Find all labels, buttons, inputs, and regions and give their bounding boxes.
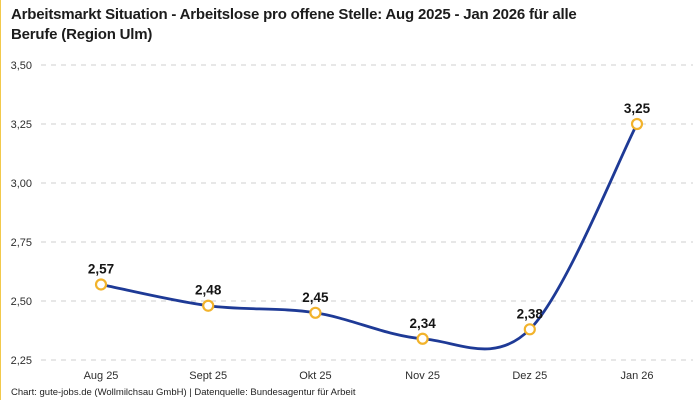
chart-title: Arbeitsmarkt Situation - Arbeitslose pro… [11,5,687,45]
data-point-label: 2,38 [517,306,544,321]
series-line [99,122,639,351]
data-point-label: 2,57 [88,261,114,276]
chart-title-line2: Berufe (Region Ulm) [11,26,153,43]
x-tick-label: Dez 25 [512,370,547,382]
x-tick-label: Jan 26 [620,370,653,382]
x-tick-label: Okt 25 [299,370,331,382]
data-point-label: 2,45 [302,290,329,305]
data-point-marker [416,332,429,345]
chart-credit: Chart: gute-jobs.de (Wollmilchsau GmbH) … [11,387,356,398]
chart-title-line1: Arbeitsmarkt Situation - Arbeitslose pro… [11,6,577,23]
x-tick-label: Sept 25 [189,370,227,382]
data-point-marker [309,306,322,319]
data-point-marker [94,278,108,291]
data-point-marker [630,117,644,131]
y-tick-label: 2,50 [11,296,32,308]
data-point-label: 2,48 [195,283,222,298]
y-tick-label: 3,25 [11,119,32,131]
x-tick-label: Aug 25 [84,370,119,382]
x-tick-label: Nov 25 [405,370,440,382]
data-point-label: 2,34 [409,316,436,331]
y-tick-label: 3,00 [11,178,32,190]
y-tick-label: 2,75 [11,237,32,249]
data-point-marker [523,323,536,336]
y-tick-label: 2,25 [11,355,32,367]
data-point-marker [202,299,215,312]
y-tick-label: 3,50 [11,60,32,72]
data-point-label: 3,25 [624,101,651,116]
